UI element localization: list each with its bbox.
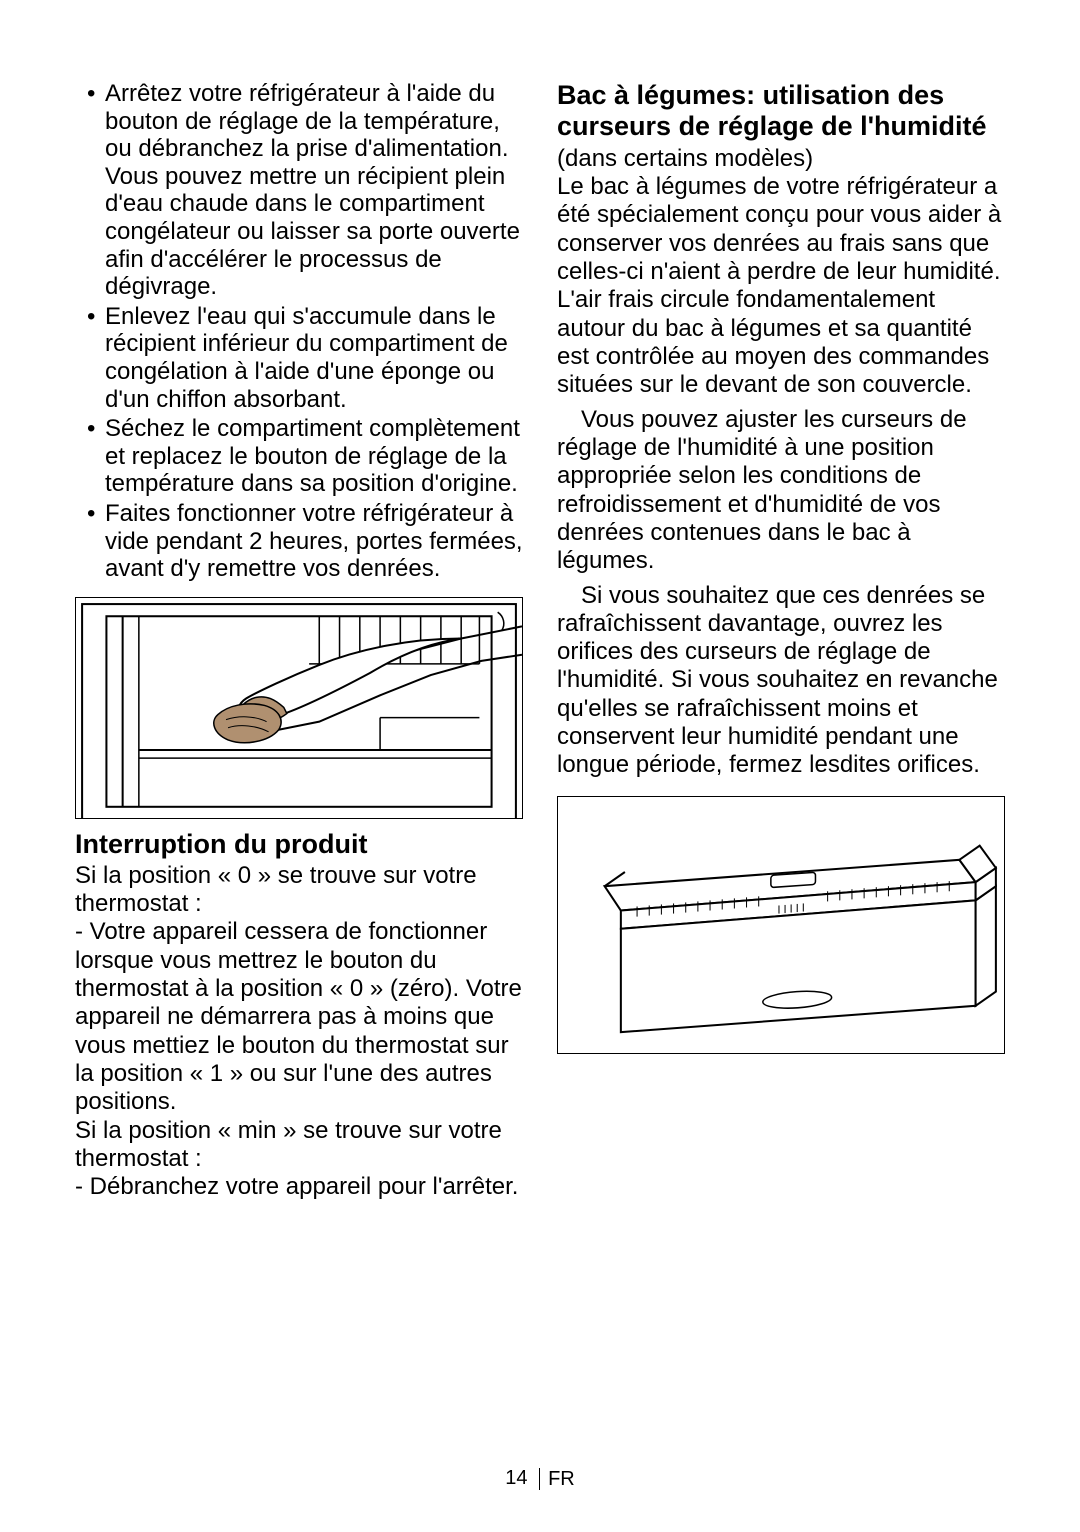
list-item: Faites fonctionner votre réfrigérateur à…: [87, 500, 523, 583]
figure-crisper-drawer: [557, 796, 1005, 1054]
crisper-body: Le bac à légumes de votre réfrigérateur …: [557, 173, 1005, 780]
wipe-compartment-icon: [76, 598, 522, 819]
paragraph: Si la position « 0 » se trouve sur votre…: [75, 862, 523, 919]
paragraph: - Votre appareil cessera de fonctionner …: [75, 918, 523, 1116]
crisper-drawer-icon: [558, 797, 1004, 1054]
two-column-layout: Arrêtez votre réfrigérateur à l'aide du …: [75, 80, 1005, 1201]
heading-crisper: Bac à légumes: utilisation des curseurs …: [557, 80, 1005, 173]
paragraph: Si vous souhaitez que ces denrées se raf…: [557, 582, 1005, 780]
heading-crisper-note: (dans certains modèles): [557, 145, 813, 172]
footer-lang: FR: [539, 1468, 575, 1490]
page-footer: 14 FR: [0, 1467, 1080, 1490]
paragraph: Si la position « min » se trouve sur vot…: [75, 1117, 523, 1174]
paragraph: - Débranchez votre appareil pour l'arrêt…: [75, 1173, 523, 1201]
list-item: Enlevez l'eau qui s'accumule dans le réc…: [87, 303, 523, 413]
heading-crisper-bold: Bac à légumes: utilisation des curseurs …: [557, 80, 987, 141]
list-item: Arrêtez votre réfrigérateur à l'aide du …: [87, 80, 523, 301]
paragraph: Vous pouvez ajuster les curseurs de régl…: [557, 406, 1005, 576]
right-column: Bac à légumes: utilisation des curseurs …: [557, 80, 1005, 1201]
heading-interruption: Interruption du produit: [75, 829, 523, 860]
figure-wipe-compartment: [75, 597, 523, 819]
list-item: Séchez le compartiment complètement et r…: [87, 415, 523, 498]
left-column: Arrêtez votre réfrigérateur à l'aide du …: [75, 80, 523, 1201]
page-number: 14: [505, 1467, 527, 1489]
defrost-bullet-list: Arrêtez votre réfrigérateur à l'aide du …: [75, 80, 523, 583]
page: Arrêtez votre réfrigérateur à l'aide du …: [0, 0, 1080, 1532]
paragraph: Le bac à légumes de votre réfrigérateur …: [557, 173, 1005, 400]
interruption-body: Si la position « 0 » se trouve sur votre…: [75, 862, 523, 1202]
